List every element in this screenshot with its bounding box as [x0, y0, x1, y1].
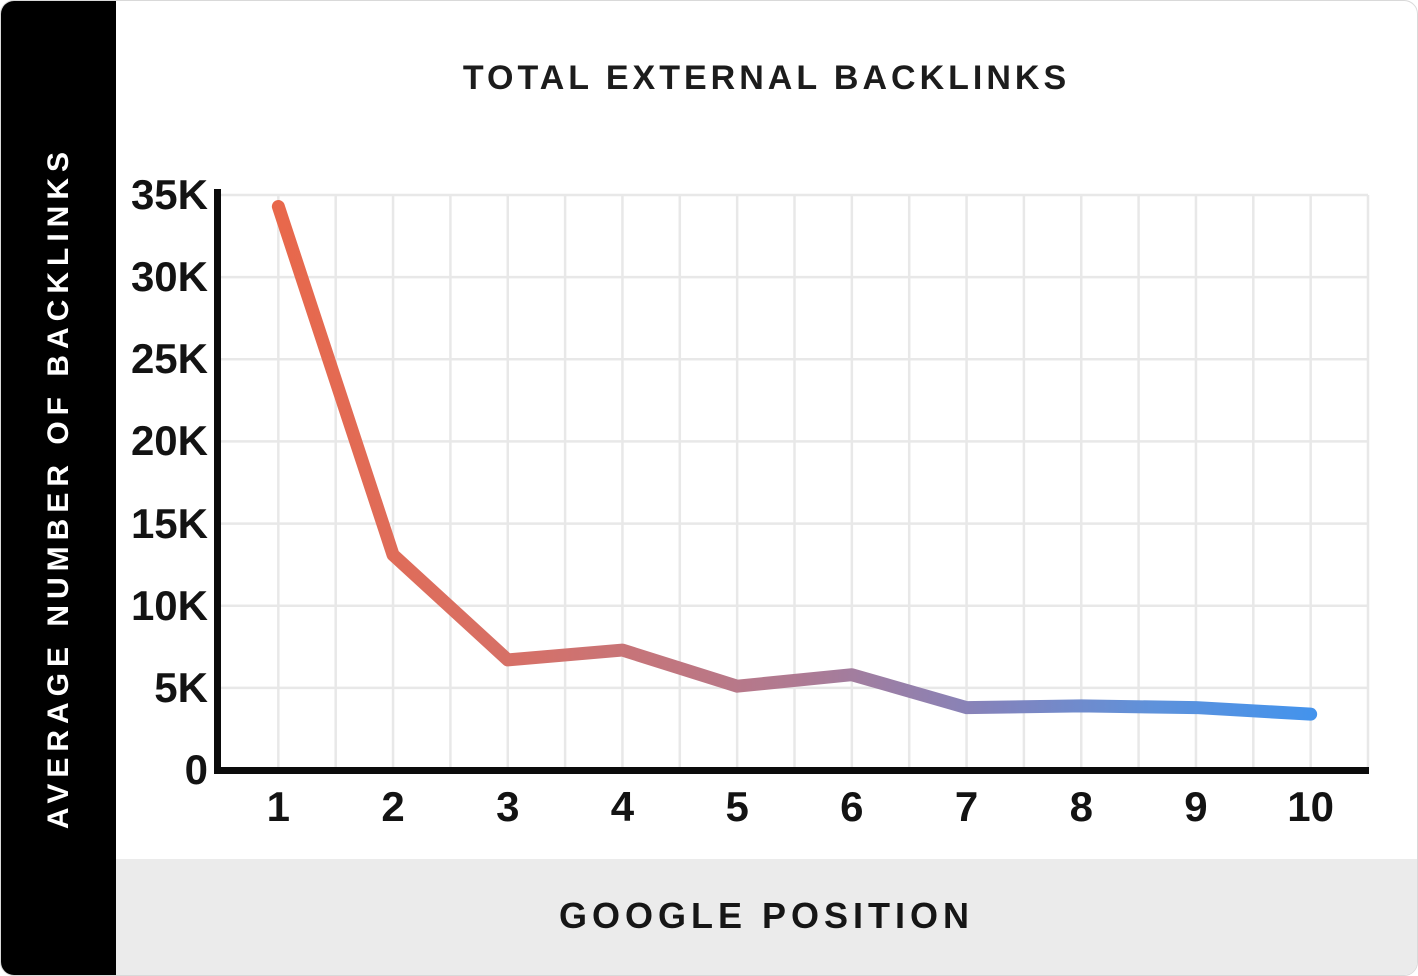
y-tick-label: 5K — [154, 663, 208, 711]
y-tick-label: 35K — [130, 171, 208, 218]
y-tick-label: 30K — [130, 253, 208, 301]
y-tick-label: 10K — [130, 581, 208, 629]
gridlines — [221, 193, 1370, 770]
y-tick-label: 15K — [130, 499, 208, 547]
x-tick-label: 9 — [1184, 783, 1208, 830]
y-tick-label: 0 — [184, 746, 208, 793]
x-tick-label: 4 — [610, 783, 635, 830]
x-tick-label: 8 — [1069, 783, 1093, 830]
x-tick-label: 7 — [954, 783, 979, 830]
x-tick-label: 6 — [840, 783, 864, 830]
x-tick-label: 5 — [725, 783, 749, 830]
x-tick-label: 1 — [266, 783, 291, 830]
line-chart-svg — [221, 193, 1370, 770]
backlinks-trend-line — [271, 200, 1318, 721]
y-axis-title: AVERAGE NUMBER OF BACKLINKS — [41, 146, 75, 830]
y-axis-line — [214, 189, 221, 774]
x-tick-label: 2 — [381, 783, 405, 830]
x-axis-title: GOOGLE POSITION — [558, 895, 975, 936]
x-axis-line — [214, 767, 1369, 774]
x-axis-title-bar: GOOGLE POSITION — [116, 859, 1417, 975]
x-tick-label: 10 — [1287, 783, 1334, 830]
chart-title: TOTAL EXTERNAL BACKLINKS — [462, 59, 1071, 97]
y-tick-label: 20K — [130, 417, 208, 465]
x-tick-label: 3 — [496, 783, 520, 830]
y-tick-label: 25K — [130, 335, 208, 383]
y-axis-title-bar: AVERAGE NUMBER OF BACKLINKS — [1, 1, 116, 975]
plot-area — [221, 193, 1370, 770]
